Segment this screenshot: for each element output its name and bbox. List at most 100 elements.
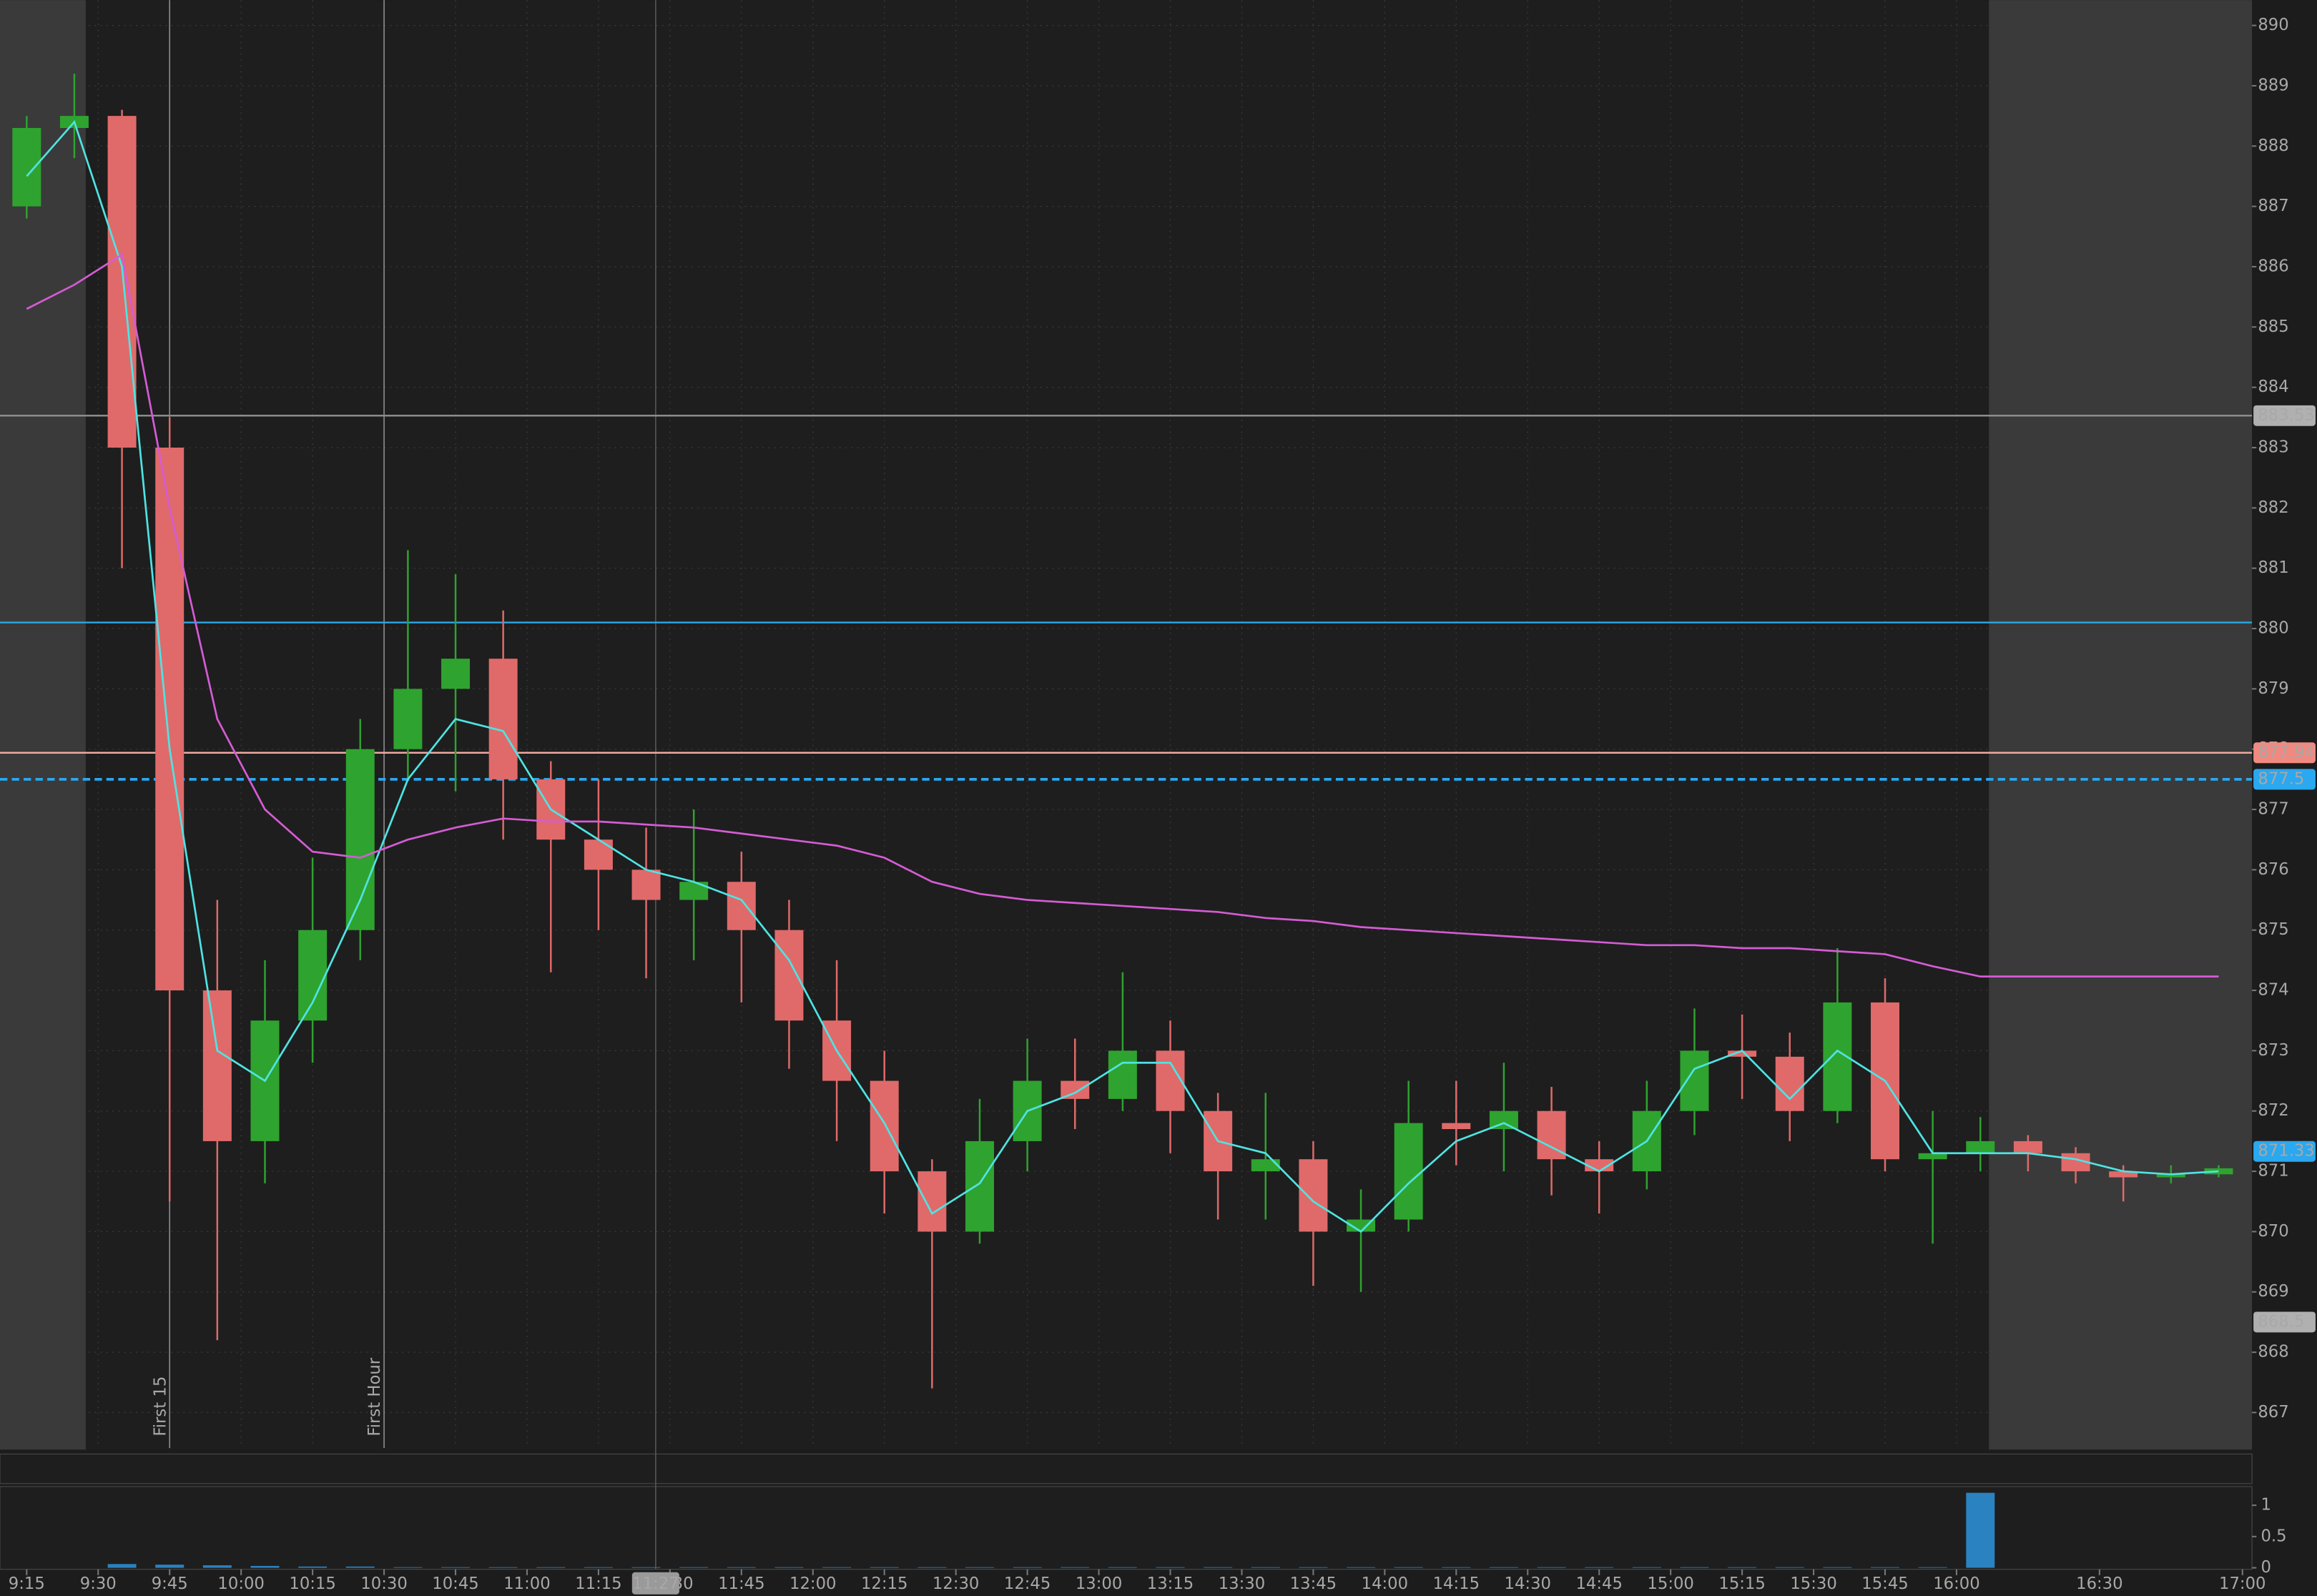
- y-tick-label: 888: [2258, 137, 2288, 155]
- y-tick-label: 886: [2258, 257, 2288, 275]
- volume-bar: [584, 1567, 613, 1568]
- price-tag: [2253, 769, 2316, 790]
- candle-body: [870, 1080, 899, 1172]
- x-tick-label: 9:45: [152, 1575, 188, 1593]
- candle-body: [488, 659, 518, 779]
- y-tick-label: 868: [2258, 1343, 2288, 1361]
- overlay-line: [26, 252, 2219, 977]
- y-tick-label: 874: [2258, 981, 2288, 1000]
- candle-body: [441, 659, 471, 689]
- indicator-panel: [0, 1453, 2253, 1484]
- candle-body: [298, 930, 328, 1021]
- marker-label: First Hour: [365, 1357, 384, 1436]
- volume-bar: [1347, 1567, 1376, 1568]
- volume-bar: [1013, 1567, 1042, 1568]
- premarket-shade: [0, 0, 86, 1450]
- candle-body: [1728, 1050, 1757, 1057]
- volume-bar: [1823, 1567, 1852, 1568]
- candle-body: [1966, 1141, 1995, 1153]
- x-tick-label: 9:30: [80, 1575, 117, 1593]
- volume-bar: [345, 1566, 375, 1568]
- plot-area: [0, 0, 2252, 1449]
- candle-body: [631, 870, 661, 900]
- volume-bar: [1680, 1567, 1709, 1568]
- volume-bar: [1489, 1567, 1518, 1568]
- y-tick-label: 887: [2258, 197, 2288, 215]
- x-tick-label: 14:30: [1505, 1575, 1551, 1593]
- y-tick-label: 881: [2258, 558, 2288, 577]
- candle-body: [2204, 1168, 2233, 1175]
- y-tick-label: 872: [2258, 1101, 2288, 1120]
- y-tick-label: 876: [2258, 860, 2288, 879]
- candle-body: [202, 990, 232, 1141]
- x-tick-label: 17:00: [2219, 1575, 2266, 1593]
- y-tick-label: 873: [2258, 1041, 2288, 1060]
- x-tick-label: 14:00: [1362, 1575, 1408, 1593]
- volume-bar: [107, 1564, 137, 1568]
- volume-bar: [1394, 1567, 1423, 1568]
- y-tick-label: 877: [2258, 800, 2288, 819]
- candle-body: [965, 1141, 994, 1232]
- x-tick-label: 12:45: [1004, 1575, 1051, 1593]
- marker-label: First 15: [151, 1376, 169, 1437]
- x-tick-label: 13:00: [1076, 1575, 1122, 1593]
- volume-bar: [1585, 1567, 1614, 1568]
- volume-bar: [1204, 1567, 1233, 1568]
- y-tick-label: 880: [2258, 619, 2288, 638]
- x-tick-label: 12:00: [789, 1575, 836, 1593]
- volume-bar: [536, 1567, 566, 1568]
- candle-body: [1108, 1050, 1137, 1099]
- volume-tick-label: 1: [2261, 1496, 2271, 1514]
- y-tick-label: 871: [2258, 1162, 2288, 1181]
- candle-body: [1918, 1153, 1947, 1160]
- candle-body: [727, 882, 756, 930]
- candle-body: [1156, 1050, 1185, 1111]
- x-tick-label: 12:15: [861, 1575, 907, 1593]
- crosshair-tag: [631, 1572, 679, 1595]
- candle-body: [774, 930, 804, 1021]
- volume-bar: [393, 1567, 423, 1568]
- volume-bar: [298, 1566, 328, 1568]
- y-tick-label: 870: [2258, 1222, 2288, 1241]
- y-tick-label: 875: [2258, 920, 2288, 939]
- y-tick-label: 869: [2258, 1282, 2288, 1301]
- x-tick-label: 13:30: [1219, 1575, 1265, 1593]
- volume-bar: [631, 1567, 661, 1568]
- candle-body: [1347, 1219, 1376, 1232]
- volume-bar: [679, 1567, 709, 1568]
- overlay-line: [26, 119, 2219, 1233]
- afterhours-shade: [1989, 0, 2253, 1450]
- y-tick-label: 883: [2258, 438, 2288, 456]
- volume-bar: [774, 1567, 804, 1568]
- x-tick-label: 14:15: [1433, 1575, 1480, 1593]
- volume-panel: [0, 1486, 2253, 1570]
- candle-body: [1680, 1050, 1709, 1111]
- y-tick-label: 884: [2258, 378, 2288, 396]
- volume-bar: [1918, 1567, 1947, 1568]
- candle-body: [155, 447, 185, 991]
- volume-bar: [1871, 1567, 1899, 1568]
- crosshair-label: 11:27: [632, 1575, 679, 1593]
- x-tick-label: 11:15: [575, 1575, 621, 1593]
- volume-bar: [727, 1567, 756, 1568]
- volume-bar: [155, 1565, 185, 1568]
- x-tick-label: 14:45: [1575, 1575, 1622, 1593]
- candle-body: [679, 882, 709, 900]
- volume-bar: [441, 1567, 471, 1568]
- candle-body: [345, 749, 375, 930]
- volume-bar: [1061, 1567, 1090, 1568]
- volume-bar: [1775, 1567, 1804, 1568]
- x-tick-label: 15:00: [1647, 1575, 1693, 1593]
- y-tick-label: 885: [2258, 317, 2288, 336]
- candle-body: [918, 1171, 947, 1232]
- price-tag: [2253, 1141, 2316, 1162]
- volume-bar: [1108, 1567, 1137, 1568]
- volume-tick-label: 0.5: [2261, 1527, 2286, 1545]
- x-tick-label: 16:00: [1933, 1575, 1979, 1593]
- price-tag-label: 877.5: [2258, 769, 2304, 788]
- volume-bar: [965, 1567, 994, 1568]
- price-tag: [2253, 742, 2316, 764]
- candle-body: [2156, 1174, 2185, 1178]
